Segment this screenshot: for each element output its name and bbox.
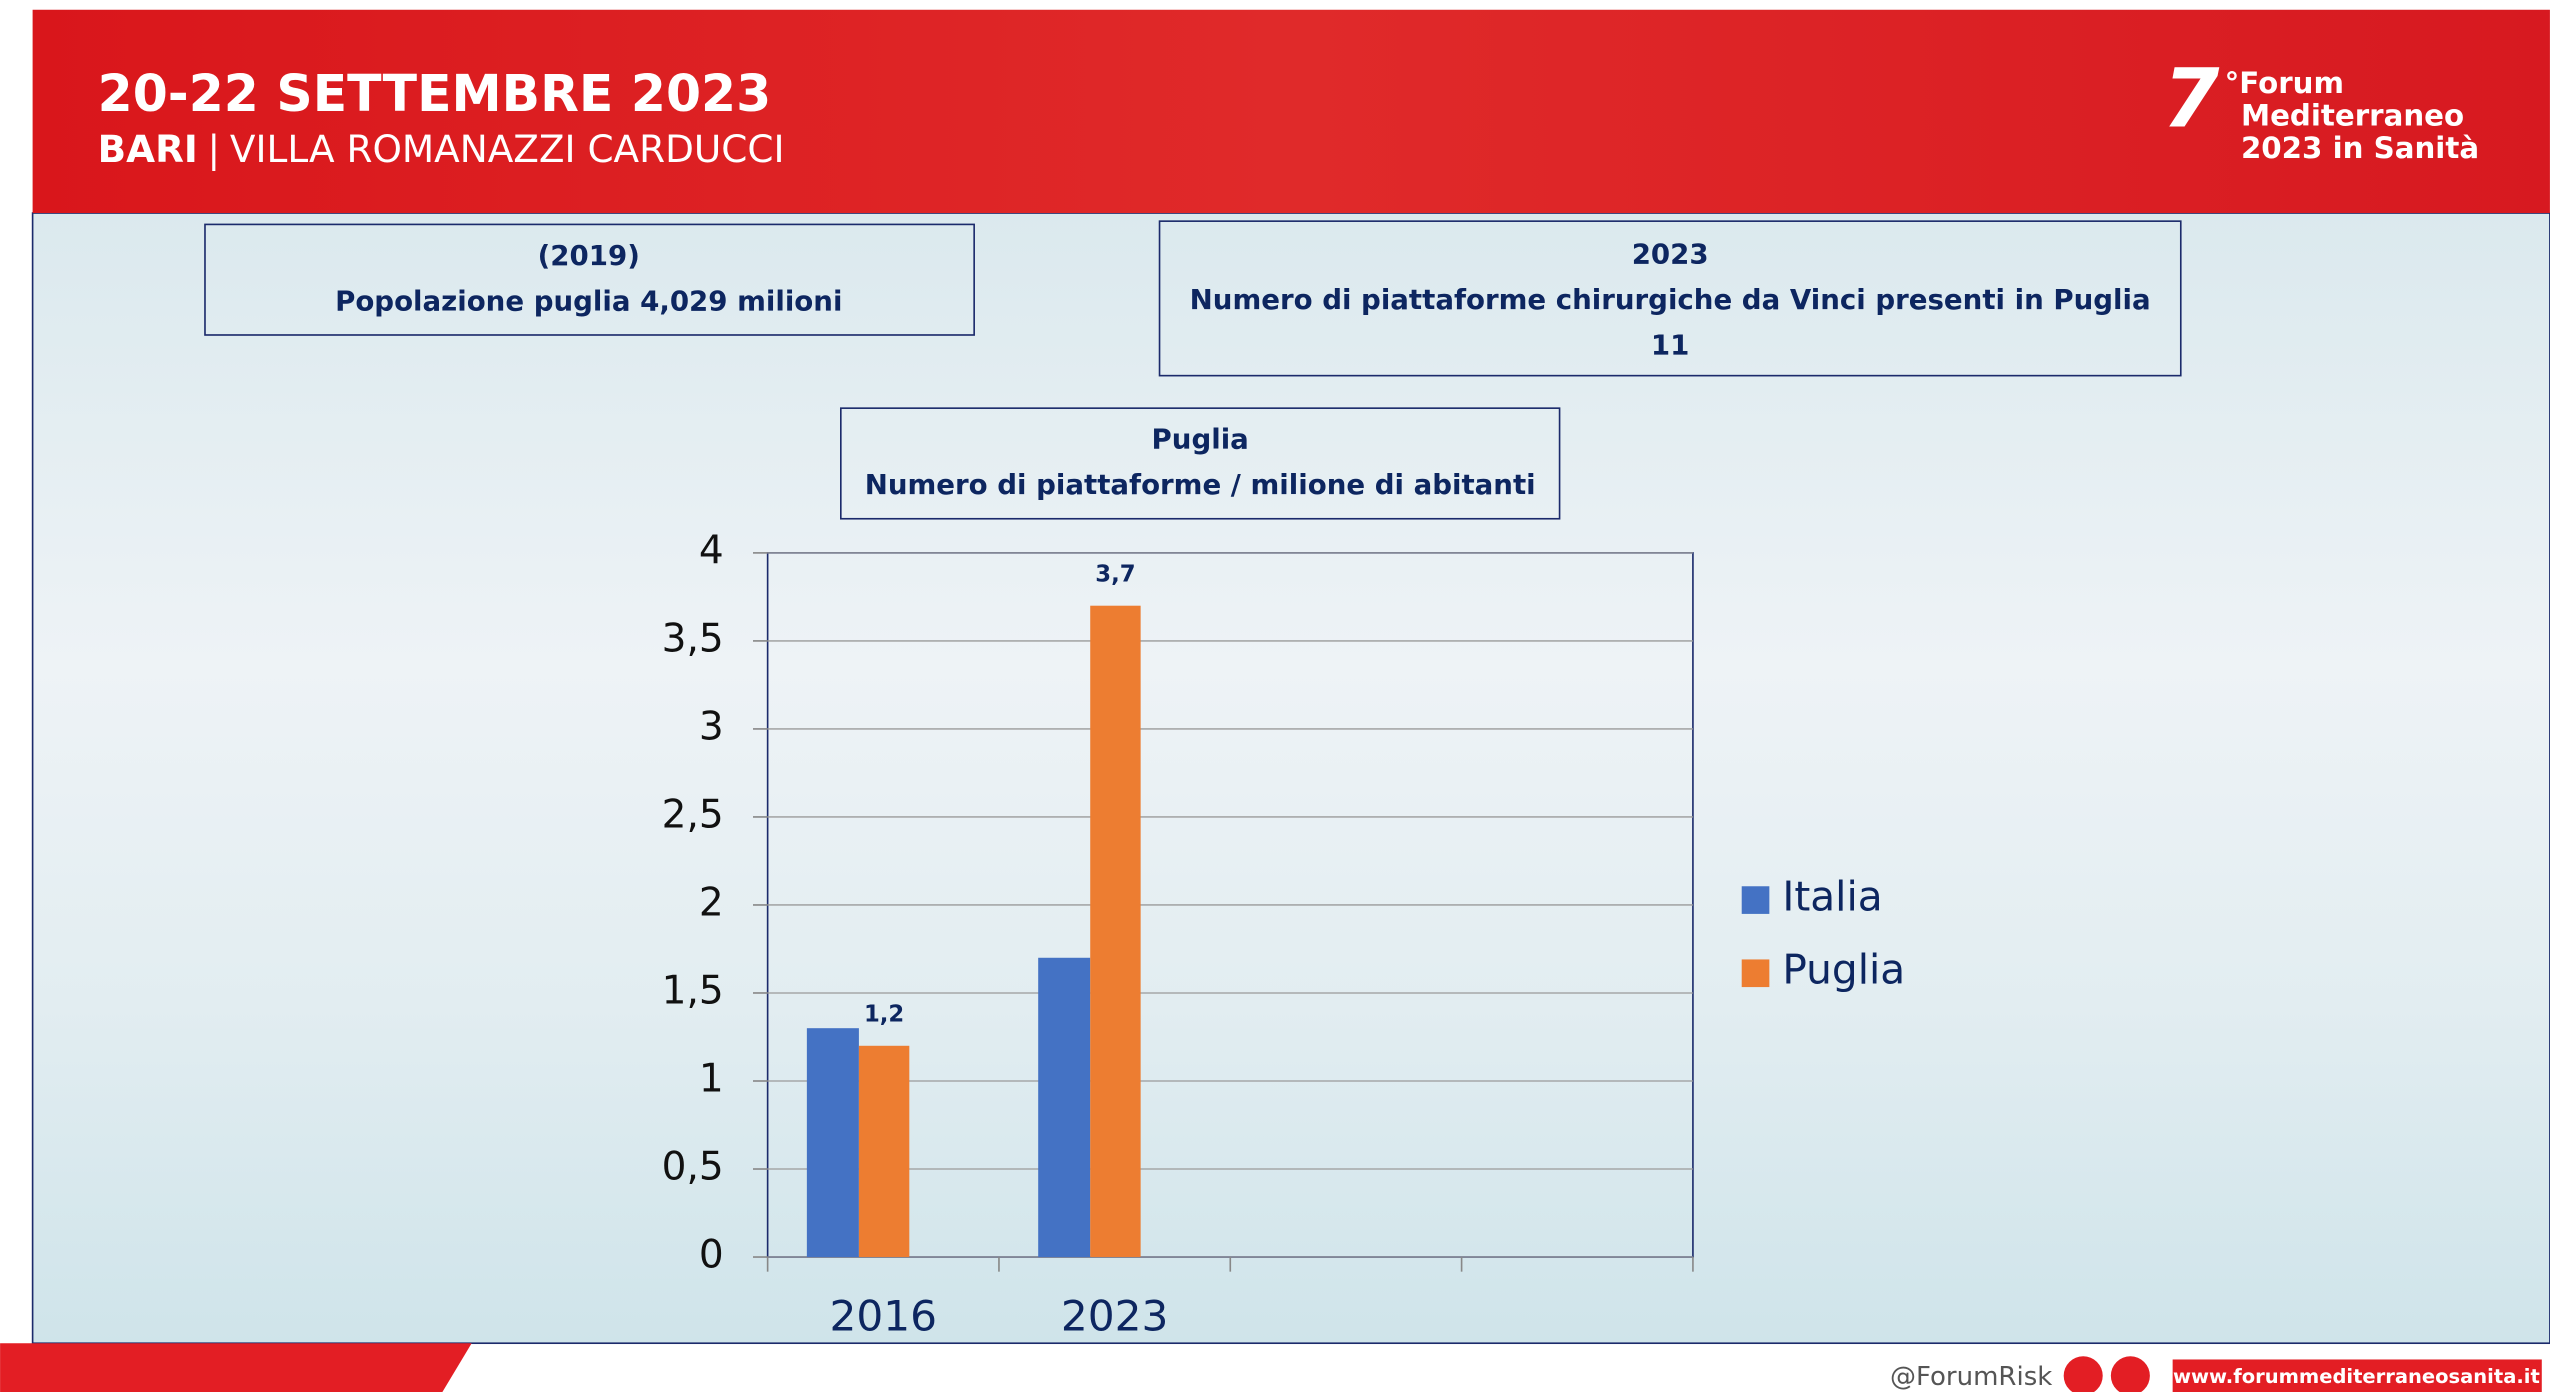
data-label: 3,7 <box>1095 561 1135 587</box>
bar <box>806 1028 859 1258</box>
logo-line: Mediterraneo <box>2241 99 2464 133</box>
bar <box>1090 605 1141 1258</box>
slide-background <box>31 212 2550 1345</box>
x-tick-label: 2016 <box>830 1291 938 1340</box>
footer-handle: @ForumRisk <box>1890 1362 2052 1392</box>
header-dates: 20-22 SETTEMBRE 2023 <box>98 64 772 123</box>
header-venue: VILLA ROMANAZZI CARDUCCI <box>230 127 785 171</box>
facebook-icon <box>2063 1356 2103 1392</box>
header-banner <box>32 9 2550 214</box>
footer-band <box>0 1343 472 1392</box>
y-tick-label: 3,5 <box>662 616 724 661</box>
info-box <box>1158 220 2182 377</box>
box-text: (2019) <box>538 239 640 272</box>
legend-swatch <box>1741 886 1770 914</box>
logo-number: 7 <box>2163 53 2220 147</box>
chart-title: Puglia <box>1152 423 1249 456</box>
header-place: BARI | VILLA ROMANAZZI CARDUCCI <box>98 127 785 171</box>
y-tick-label: 0,5 <box>662 1145 724 1190</box>
y-tick-label: 4 <box>699 528 724 573</box>
y-tick-label: 1,5 <box>662 968 724 1013</box>
header-city: BARI <box>98 127 198 171</box>
box-text: 11 <box>1651 328 1689 361</box>
bar <box>1038 957 1091 1258</box>
chart-title-box <box>840 407 1561 520</box>
y-tick-label: 2,5 <box>662 792 724 837</box>
y-tick-label: 3 <box>699 704 724 749</box>
separator: | <box>208 127 221 171</box>
box-text: Popolazione puglia 4,029 milioni <box>335 284 842 317</box>
chart: 0 0,5 1 1,5 2 2,5 3 3,5 4 2016 1,2 2023 3,7 Italia Pug… <box>662 528 1906 1340</box>
twitter-icon <box>2110 1356 2150 1392</box>
chart-subtitle: Numero di piattaforme / milione di abita… <box>865 468 1536 501</box>
legend-label: Italia <box>1782 872 1882 920</box>
box-text: 2023 <box>1632 237 1709 270</box>
data-label: 1,2 <box>864 1001 904 1027</box>
y-tick-label: 1 <box>699 1056 724 1101</box>
x-tick-label: 2023 <box>1061 1291 1169 1340</box>
info-box <box>204 223 975 336</box>
y-tick-label: 0 <box>699 1233 724 1278</box>
legend-label: Puglia <box>1782 945 1905 993</box>
logo-line: 2023 in Sanità <box>2241 131 2479 165</box>
logo-line: °Forum <box>2225 66 2344 100</box>
footer-url: www.forummediterraneosanita.it <box>2173 1365 2540 1388</box>
box-text: Numero di piattaforme chirurgiche da Vin… <box>1190 283 2151 316</box>
footer-url-box <box>2172 1359 2542 1392</box>
legend-swatch <box>1741 959 1770 988</box>
bar <box>858 1045 910 1258</box>
y-tick-label: 2 <box>699 880 724 925</box>
